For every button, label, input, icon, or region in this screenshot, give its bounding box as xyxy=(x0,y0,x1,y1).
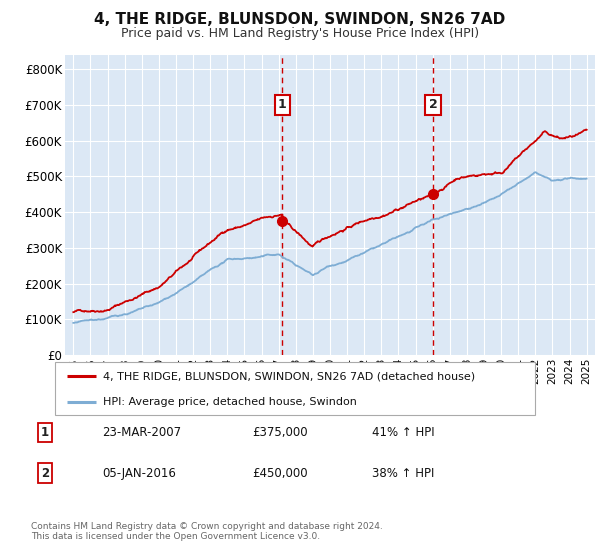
Text: 05-JAN-2016: 05-JAN-2016 xyxy=(102,466,176,480)
Text: 4, THE RIDGE, BLUNSDON, SWINDON, SN26 7AD (detached house): 4, THE RIDGE, BLUNSDON, SWINDON, SN26 7A… xyxy=(103,371,475,381)
Text: 4, THE RIDGE, BLUNSDON, SWINDON, SN26 7AD: 4, THE RIDGE, BLUNSDON, SWINDON, SN26 7A… xyxy=(94,12,506,27)
Text: HPI: Average price, detached house, Swindon: HPI: Average price, detached house, Swin… xyxy=(103,396,357,407)
Text: 1: 1 xyxy=(41,426,49,439)
FancyBboxPatch shape xyxy=(55,362,535,415)
Text: 23-MAR-2007: 23-MAR-2007 xyxy=(102,426,181,439)
Text: £375,000: £375,000 xyxy=(252,426,308,439)
Text: 2: 2 xyxy=(428,99,437,111)
Text: 38% ↑ HPI: 38% ↑ HPI xyxy=(372,466,434,480)
Text: Price paid vs. HM Land Registry's House Price Index (HPI): Price paid vs. HM Land Registry's House … xyxy=(121,27,479,40)
Text: 41% ↑ HPI: 41% ↑ HPI xyxy=(372,426,434,439)
Text: Contains HM Land Registry data © Crown copyright and database right 2024.
This d: Contains HM Land Registry data © Crown c… xyxy=(31,522,383,542)
Text: 1: 1 xyxy=(278,99,287,111)
Text: 2: 2 xyxy=(41,466,49,480)
Text: £450,000: £450,000 xyxy=(252,466,308,480)
